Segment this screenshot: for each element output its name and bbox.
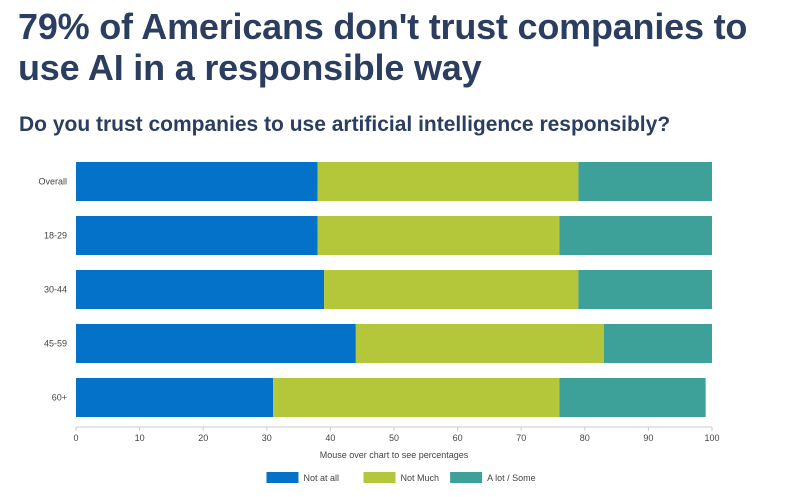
bar-not-much[interactable]: 18-29 — Not Much: 38%: [317, 216, 560, 255]
bar-a-lot-some[interactable]: 30-44 — A lot / Some: 21%: [578, 270, 712, 309]
x-tick-label: 100: [704, 433, 719, 443]
y-tick-label: 30-44: [44, 285, 67, 295]
legend-label-not-at-all[interactable]: Not at all: [304, 473, 340, 483]
bar-a-lot-some[interactable]: 18-29 — A lot / Some: 24%: [559, 216, 712, 255]
x-tick-label: 10: [135, 433, 145, 443]
bar-a-lot-some[interactable]: Overall — A lot / Some: 21%: [578, 162, 712, 201]
x-tick-label: 40: [325, 433, 335, 443]
bar-not-at-all[interactable]: 18-29 — Not at all: 38%: [76, 216, 318, 255]
x-tick-label: 60: [453, 433, 463, 443]
bar-not-much[interactable]: Overall — Not Much: 41%: [317, 162, 579, 201]
bar-a-lot-some[interactable]: 60+ — A lot / Some: 23%: [559, 378, 706, 417]
bar-not-at-all[interactable]: 60+ — Not at all: 31%: [76, 378, 274, 417]
bar-not-at-all[interactable]: 45-59 — Not at all: 44%: [76, 324, 356, 363]
x-tick-label: 80: [580, 433, 590, 443]
headline: 79% of Americans don't trust companies t…: [18, 6, 748, 88]
legend: Not at all Not Much A lot / Some: [266, 472, 536, 483]
bar-not-at-all[interactable]: Overall — Not at all: 38%: [76, 162, 318, 201]
x-tick-label: 90: [643, 433, 653, 443]
chart-title: Do you trust companies to use artificial…: [19, 113, 671, 136]
y-tick-label: 18-29: [44, 231, 67, 241]
y-tick-label: Overall: [38, 177, 67, 187]
legend-swatch-a-lot-some[interactable]: [450, 472, 483, 483]
legend-label-a-lot-some[interactable]: A lot / Some: [487, 473, 536, 483]
bar-not-much[interactable]: 30-44 — Not Much: 40%: [324, 270, 579, 309]
bar-not-much[interactable]: 60+ — Not Much: 45%: [273, 378, 560, 417]
legend-swatch-not-much[interactable]: [363, 472, 396, 483]
x-tick-label: 70: [516, 433, 526, 443]
bar-not-at-all[interactable]: 30-44 — Not at all: 39%: [76, 270, 325, 309]
y-tick-label: 45-59: [44, 339, 67, 349]
x-tick-label: 0: [73, 433, 78, 443]
legend-label-not-much[interactable]: Not Much: [401, 473, 440, 483]
bar-not-much[interactable]: 45-59 — Not Much: 39%: [355, 324, 604, 363]
x-tick-label: 50: [389, 433, 399, 443]
legend-swatch-not-at-all[interactable]: [266, 472, 299, 483]
bar-a-lot-some[interactable]: 45-59 — A lot / Some: 17%: [603, 324, 712, 363]
x-tick-label: 30: [262, 433, 272, 443]
x-tick-label: 20: [198, 433, 208, 443]
x-axis-label: Mouse over chart to see percentages: [320, 450, 469, 460]
y-tick-label: 60+: [52, 393, 67, 403]
